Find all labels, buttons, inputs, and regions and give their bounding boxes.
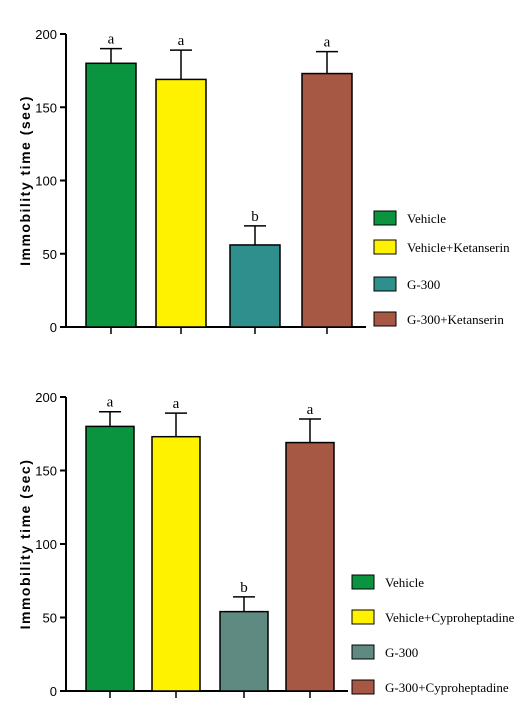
- legend-swatch: [351, 644, 375, 660]
- bar: [285, 441, 335, 692]
- legend-swatch: [351, 679, 375, 695]
- bar: [155, 78, 207, 328]
- legend-swatch: [351, 609, 375, 625]
- significance-label: a: [324, 35, 331, 51]
- bar: [229, 244, 281, 328]
- legend-entry: Vehicle+Ketanserin: [407, 240, 510, 255]
- chart-2: 0 50 100 150 200 Immobility time (sec) a a b a Veh…: [17, 390, 515, 699]
- legend-swatch: [373, 311, 397, 327]
- significance-label: a: [107, 395, 114, 411]
- y-axis-label: Immobility time (sec): [17, 95, 33, 266]
- legend-swatch: [373, 239, 397, 255]
- legend-entry: Vehicle: [407, 211, 446, 226]
- chart-1: 0 50 100 150 200 Immobility time (sec) a a b a Veh…: [17, 27, 510, 335]
- legend-swatch: [373, 210, 397, 226]
- significance-label: a: [178, 33, 185, 49]
- y-axis-label: Immobility time (sec): [17, 459, 33, 630]
- legend-entry: Vehicle: [385, 575, 424, 590]
- legend-entry: G-300+Ketanserin: [407, 312, 504, 327]
- legend-entry: Vehicle+Cyproheptadine: [385, 610, 515, 625]
- legend-entry: G-300: [407, 277, 440, 292]
- y-tick-label: 50: [43, 611, 57, 626]
- bar: [301, 72, 353, 328]
- y-tick-label: 100: [35, 174, 57, 189]
- legend-entry: G-300+Cyproheptadine: [385, 680, 509, 695]
- significance-label: b: [251, 209, 259, 225]
- y-tick-label: 200: [35, 27, 57, 42]
- y-tick-label: 0: [50, 320, 57, 335]
- bar: [85, 425, 135, 692]
- y-tick-label: 100: [35, 537, 57, 552]
- legend-swatch: [351, 574, 375, 590]
- legend-entry: G-300: [385, 645, 418, 660]
- y-tick-label: 150: [35, 100, 57, 115]
- significance-label: b: [240, 580, 248, 596]
- y-tick-label: 200: [35, 390, 57, 405]
- y-tick-label: 150: [35, 464, 57, 479]
- significance-label: a: [307, 402, 314, 418]
- bar: [219, 610, 269, 692]
- y-tick-label: 50: [43, 247, 57, 262]
- bar: [85, 62, 137, 328]
- significance-label: a: [173, 396, 180, 412]
- bar: [151, 435, 201, 692]
- significance-label: a: [108, 32, 115, 48]
- y-tick-label: 0: [50, 684, 57, 699]
- legend-swatch: [373, 276, 397, 292]
